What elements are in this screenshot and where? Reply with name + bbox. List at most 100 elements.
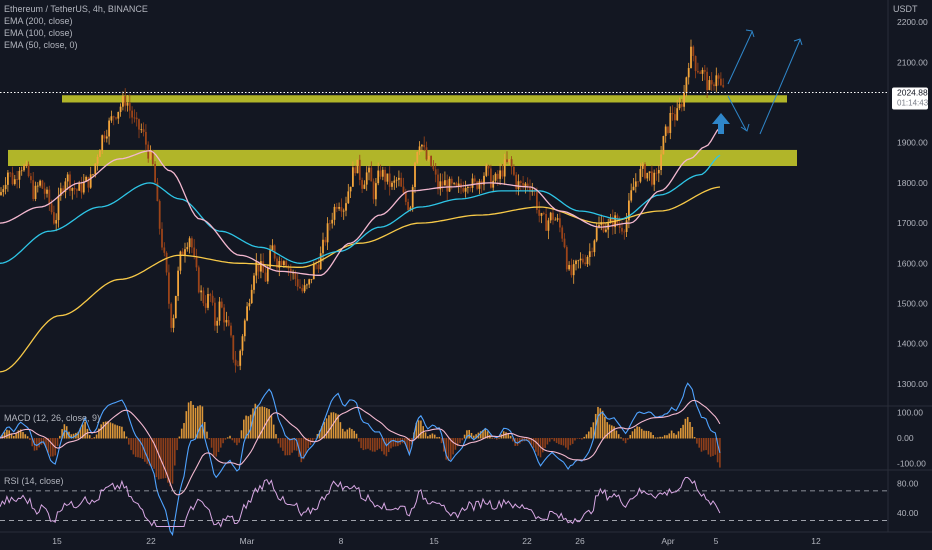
bounce-arrow-icon[interactable] <box>712 113 730 134</box>
candle-body <box>598 224 600 228</box>
candle-body <box>685 77 688 93</box>
rsi-tick: 40.00 <box>897 508 919 518</box>
projection-arrow-up-2[interactable] <box>759 39 801 135</box>
macd-hist-bar <box>153 438 155 469</box>
rsi-tick: 80.00 <box>897 478 919 488</box>
candle-body <box>398 177 400 180</box>
candle-body <box>563 238 566 248</box>
macd-hist-bar <box>141 438 144 459</box>
zone-resistance[interactable] <box>62 95 787 103</box>
macd-hist-bar <box>217 438 220 452</box>
macd-hist-bar <box>252 408 254 439</box>
candle-body <box>193 247 196 256</box>
candle-body <box>559 218 561 228</box>
macd-hist-bar <box>369 438 372 451</box>
candle-body <box>425 147 428 160</box>
candle-body <box>508 159 511 162</box>
projection-arrow-up-1[interactable] <box>727 31 753 85</box>
macd-hist-bar <box>72 433 75 439</box>
projection-arrow-head[interactable] <box>793 38 803 46</box>
candle-body <box>370 167 373 182</box>
macd-hist-bar <box>546 438 549 445</box>
macd-line[interactable] <box>0 382 721 537</box>
candle-body <box>356 159 359 174</box>
macd-hist-bar <box>509 435 512 439</box>
macd-label[interactable]: MACD (12, 26, close, 9) <box>4 413 100 423</box>
macd-hist-bar <box>321 425 323 439</box>
time-tick: 15 <box>52 536 62 546</box>
macd-hist-bar <box>532 438 535 448</box>
ema-line-1[interactable] <box>0 154 721 264</box>
candle-body <box>147 144 150 159</box>
legend-ema-100[interactable]: EMA (100, close) <box>4 28 73 38</box>
candle-body <box>591 251 593 253</box>
zone-support[interactable] <box>8 149 797 167</box>
candle-body <box>347 191 350 204</box>
candle-body <box>501 170 504 177</box>
candle-body <box>220 301 223 308</box>
projection-arrow-head[interactable] <box>745 29 755 38</box>
macd-hist-bar <box>226 437 229 439</box>
macd-signal-line[interactable] <box>0 399 721 496</box>
rsi-label[interactable]: RSI (14, close) <box>4 476 64 486</box>
macd-hist-bar <box>496 438 498 440</box>
price-tick: 1900.00 <box>897 138 928 148</box>
candle-body <box>473 178 476 182</box>
candle-body <box>174 295 177 319</box>
candle-body <box>402 186 405 193</box>
candle-body <box>122 96 124 107</box>
macd-hist-bar <box>565 438 567 448</box>
candle-body <box>7 172 9 185</box>
macd-hist-bar <box>640 428 643 439</box>
candle-body <box>184 249 186 256</box>
rsi-line[interactable] <box>0 477 721 528</box>
candle-body <box>331 219 334 224</box>
time-axis[interactable]: 15 22 Mar 8 15 22 26 Apr 5 12 <box>52 536 821 546</box>
macd-hist-bar <box>355 433 358 439</box>
candle-body <box>522 183 524 187</box>
candle-body <box>644 164 646 179</box>
candle-body <box>720 78 722 86</box>
legend-ema-50[interactable]: EMA (50, close, 0) <box>4 40 78 50</box>
macd-hist-bar <box>17 430 20 439</box>
macd-hist-bar <box>3 432 6 439</box>
macd-hist-bar <box>353 430 355 439</box>
candle-body <box>115 117 117 119</box>
macd-hist-bar <box>128 438 130 445</box>
candle-body <box>623 231 626 233</box>
candle-body <box>660 154 662 170</box>
macd-hist-bar <box>643 430 645 439</box>
macd-hist-bar <box>620 437 622 439</box>
macd-hist-bar <box>473 435 475 439</box>
candle-body <box>648 171 651 173</box>
macd-hist-bar <box>146 438 148 464</box>
candle-body <box>329 223 331 225</box>
macd-hist-bar <box>670 430 673 439</box>
ema-line-0[interactable] <box>0 186 721 373</box>
projection-arrows[interactable] <box>712 29 803 135</box>
candle-body <box>85 176 87 182</box>
chart-title[interactable]: Ethereum / TetherUS, 4h, BINANCE <box>4 4 148 14</box>
macd-hist-bar <box>268 409 270 439</box>
macd-hist-bar <box>84 421 86 439</box>
candle-body <box>87 176 90 188</box>
projection-arrow-head[interactable] <box>740 123 750 132</box>
candle-body <box>439 181 442 190</box>
candle-body <box>200 290 202 293</box>
candle-body <box>674 114 676 121</box>
macd-hist-bar <box>712 438 714 456</box>
macd-hist-bar <box>408 438 411 454</box>
projection-arrow-down[interactable] <box>727 95 747 131</box>
macd-hist-bar <box>367 438 369 449</box>
candle-body <box>634 181 637 187</box>
macd-hist-bar <box>696 438 698 444</box>
macd-hist-bar <box>659 436 661 439</box>
legend-ema-200[interactable]: EMA (200, close) <box>4 16 73 26</box>
macd-hist-bar <box>512 438 514 442</box>
candle-body <box>519 181 522 184</box>
ema-line-2[interactable] <box>0 126 721 276</box>
price-tick: 1300.00 <box>897 379 928 389</box>
candle-body <box>73 188 76 190</box>
macd-hist-bar <box>194 407 197 439</box>
